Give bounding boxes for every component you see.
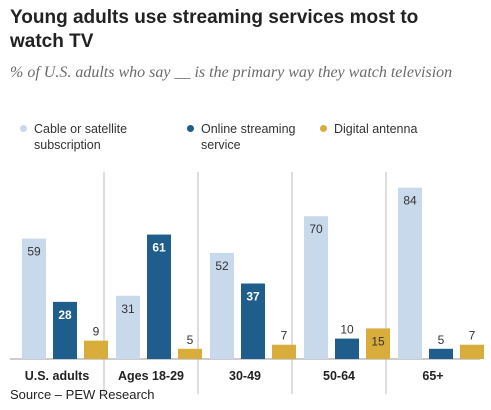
legend-item-antenna: Digital antenna: [320, 121, 480, 137]
bar-antenna: [460, 344, 484, 359]
data-label-cable: 52: [215, 259, 229, 273]
bar-streaming: [53, 301, 77, 359]
bar-antenna: [84, 340, 108, 359]
data-label-streaming: 28: [58, 308, 72, 322]
data-label-streaming: 10: [340, 323, 354, 337]
legend-label-antenna: Digital antenna: [334, 122, 418, 136]
bar-antenna: [366, 328, 390, 359]
bar-cable: [116, 295, 140, 359]
data-label-antenna: 7: [469, 329, 476, 343]
bar-streaming: [147, 234, 171, 359]
data-label-cable: 31: [121, 302, 135, 316]
source-note: Source – PEW Research: [10, 387, 155, 402]
data-label-streaming: 5: [438, 333, 445, 347]
bar-streaming: [335, 338, 359, 359]
bar-antenna: [272, 344, 296, 359]
data-label-antenna: 7: [281, 329, 288, 343]
data-label-antenna: 15: [371, 334, 385, 348]
category-label: 50-64: [323, 369, 355, 383]
category-label: U.S. adults: [25, 369, 90, 383]
legend-item-cable: Cable or satellite subscription: [20, 121, 180, 153]
category-label: 30-49: [229, 369, 261, 383]
legend-swatch-streaming: [187, 125, 194, 132]
chart-title: Young adults use streaming services most…: [10, 7, 419, 52]
bar-streaming: [429, 348, 453, 359]
bar-cable: [22, 238, 46, 359]
bar-cable: [398, 187, 422, 359]
data-label-cable: 84: [403, 194, 417, 208]
data-label-streaming: 61: [152, 241, 166, 255]
legend-label-streaming: Online streaming service: [201, 122, 296, 152]
data-label-streaming: 37: [246, 290, 260, 304]
legend-label-cable: Cable or satellite subscription: [34, 122, 128, 152]
category-label: 65+: [422, 369, 443, 383]
data-label-antenna: 9: [93, 325, 100, 339]
bar-cable: [210, 252, 234, 359]
data-label-antenna: 5: [187, 333, 194, 347]
chart-subtitle: % of U.S. adults who say __ is the prima…: [10, 64, 453, 81]
bar-antenna: [178, 348, 202, 359]
bar-streaming: [241, 283, 265, 359]
legend-swatch-antenna: [320, 125, 327, 132]
data-label-cable: 70: [309, 222, 323, 236]
legend-item-streaming: Online streaming service: [187, 121, 317, 153]
category-label: Ages 18-29: [118, 369, 184, 383]
bar-cable: [304, 216, 328, 359]
legend-swatch-cable: [20, 125, 27, 132]
data-label-cable: 59: [27, 245, 41, 259]
